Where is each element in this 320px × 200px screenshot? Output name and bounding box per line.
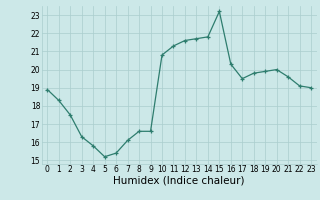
X-axis label: Humidex (Indice chaleur): Humidex (Indice chaleur) <box>114 176 245 186</box>
